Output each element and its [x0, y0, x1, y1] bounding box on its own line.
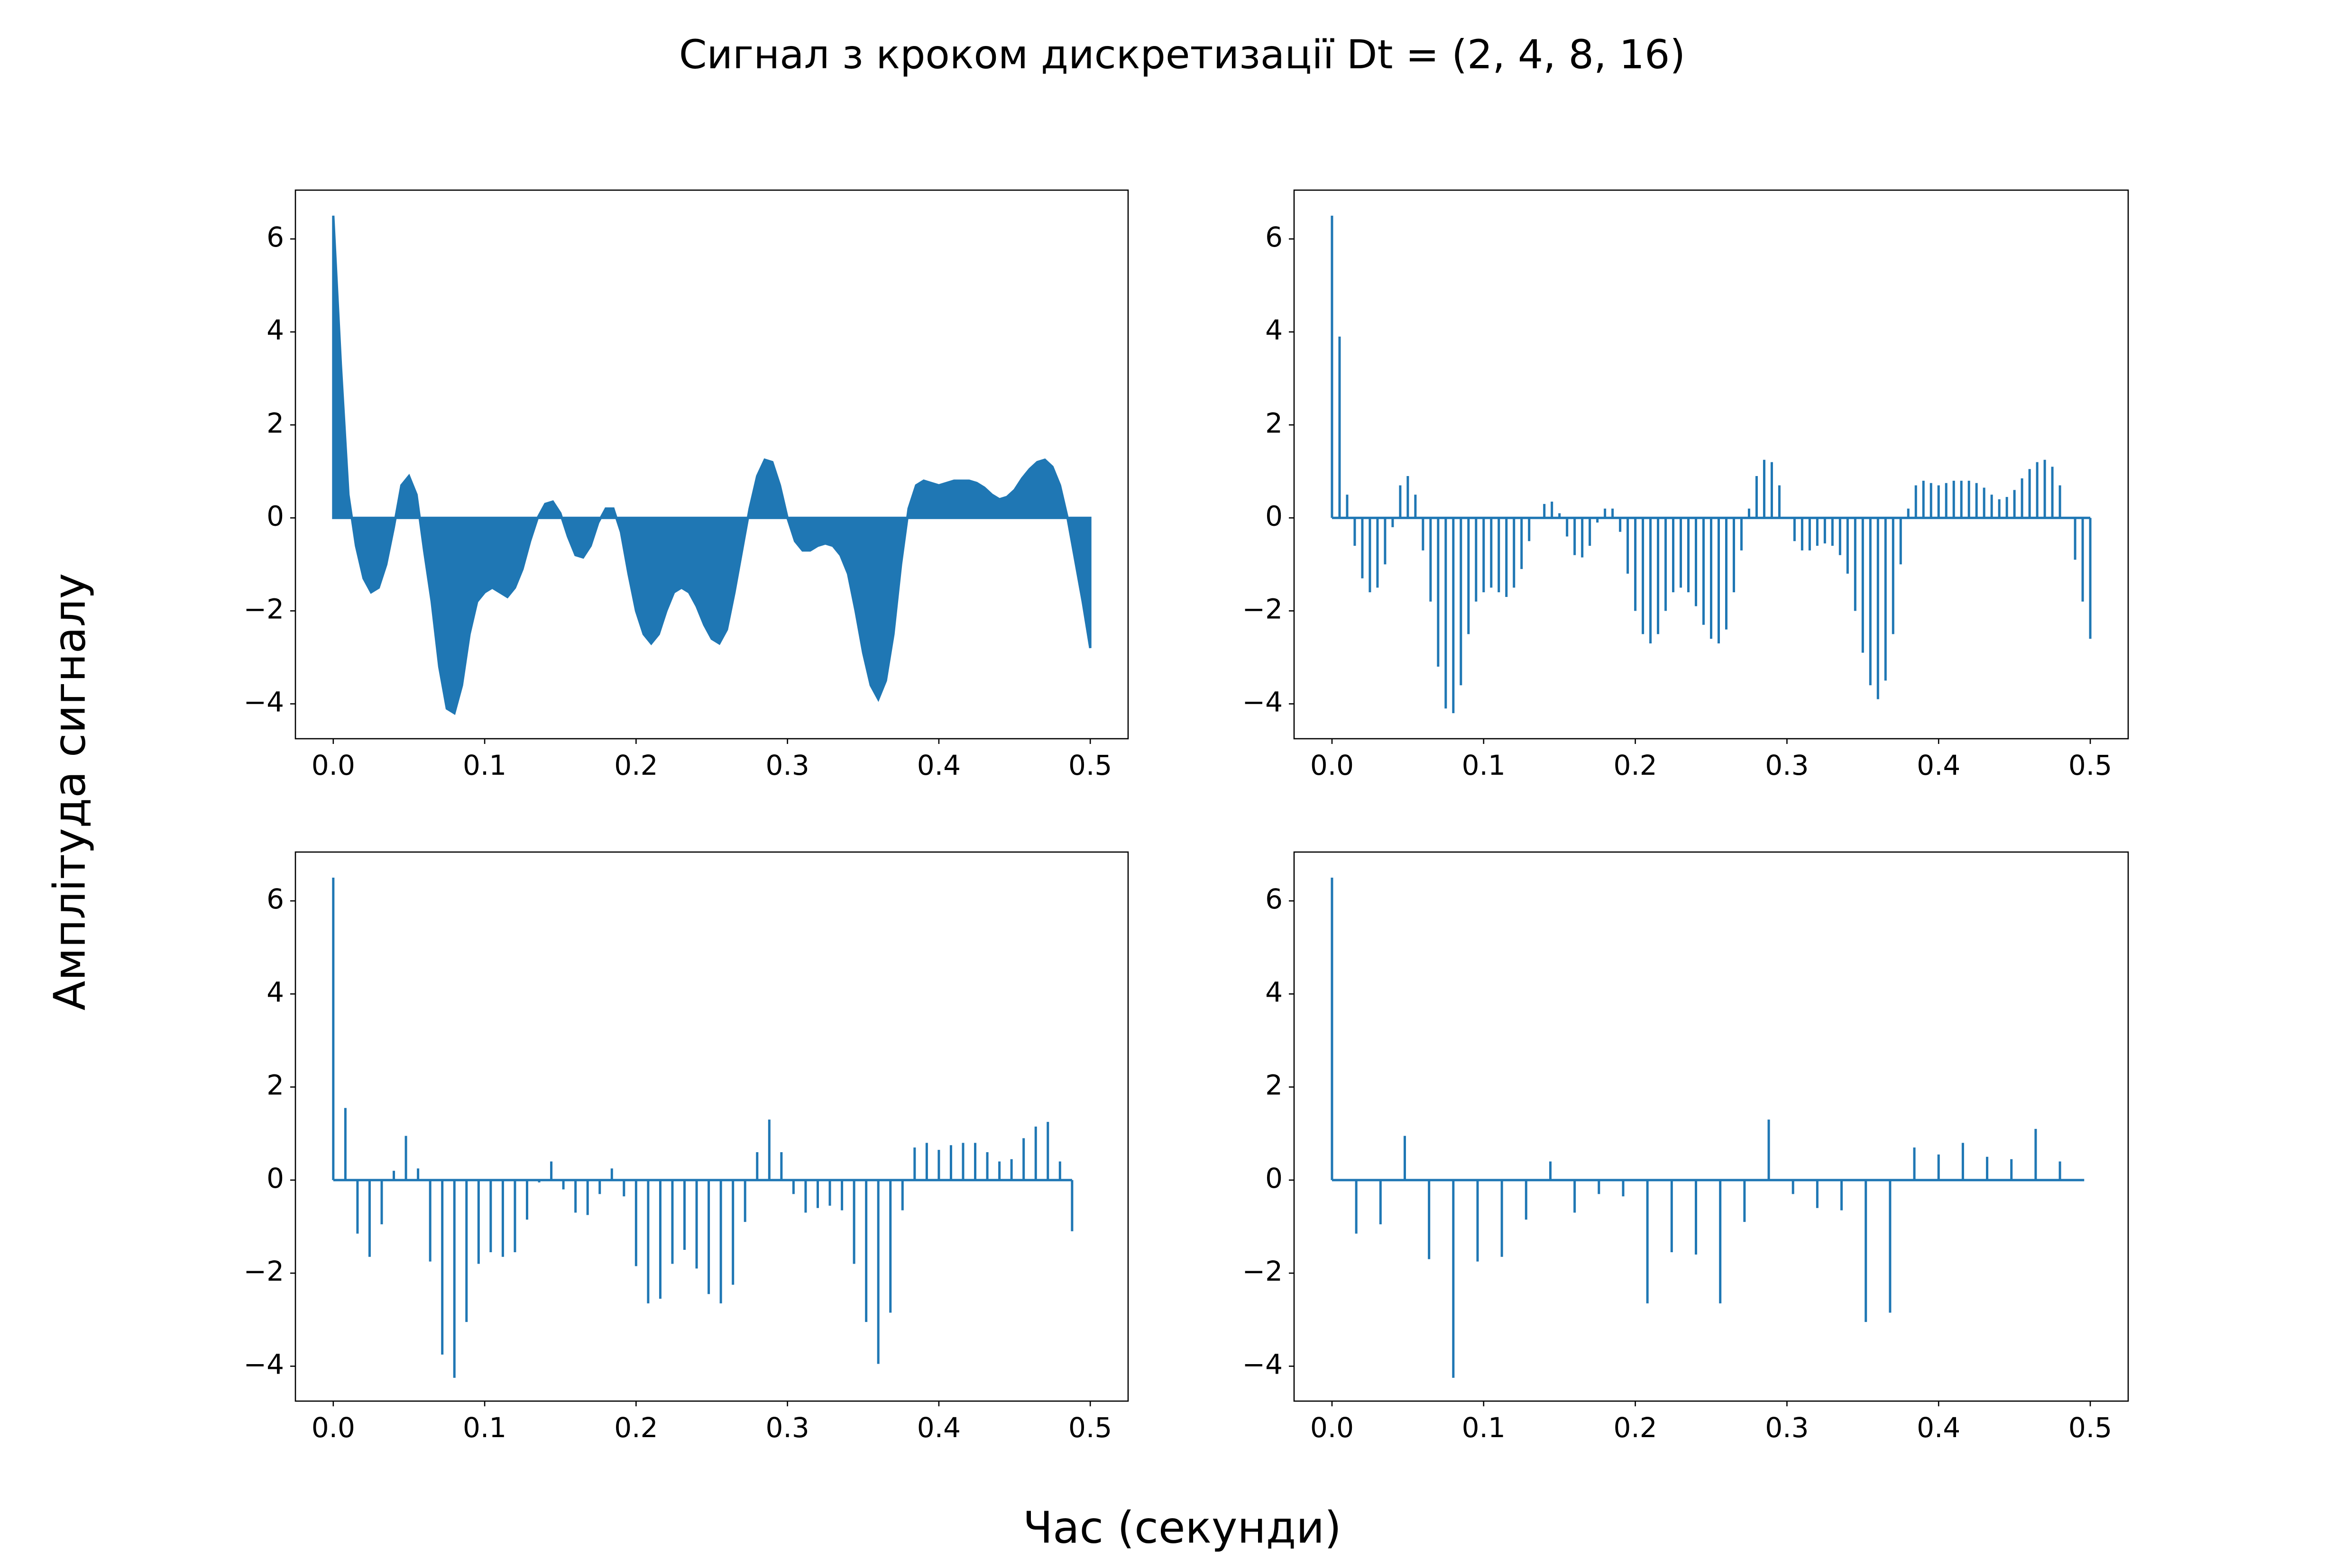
x-tick-label: 0.5: [2068, 1412, 2112, 1444]
y-tick-label: 2: [1265, 1069, 1283, 1101]
y-tick-label: 4: [266, 314, 284, 346]
axes-frame: [1293, 851, 2129, 1402]
y-tick-label: 0: [1265, 500, 1283, 532]
figure-title: Сигнал з кроком дискретизації Dt = (2, 4…: [679, 31, 1685, 78]
x-tick-label: 0.0: [1310, 1412, 1354, 1444]
x-tick-label: 0.0: [312, 749, 355, 781]
x-tick-label: 0.3: [766, 1412, 809, 1444]
x-tick-label: 0.1: [463, 1412, 506, 1444]
y-tick-label: 6: [266, 221, 284, 253]
x-tick-label: 0.3: [1765, 1412, 1809, 1444]
y-tick-label: 0: [1265, 1162, 1283, 1194]
y-tick-label: 0: [266, 1162, 284, 1194]
x-tick-label: 0.1: [463, 749, 506, 781]
y-tick-label: 6: [1265, 883, 1283, 915]
x-tick-label: 0.3: [1765, 749, 1809, 781]
subplot: 0.0 0.1 0.2 0.3 0.4 0.5 −4 −2 0 2 4 6: [244, 189, 1129, 781]
y-tick-label: −2: [1242, 1255, 1283, 1287]
signal-area: [332, 215, 1092, 715]
subplot: 0.0 0.1 0.2 0.3 0.4 0.5 −4 −2 0 2 4 6: [1242, 851, 2129, 1444]
x-tick-label: 0.1: [1462, 749, 1506, 781]
x-tick-label: 0.5: [2068, 749, 2112, 781]
x-tick-label: 0.4: [1917, 1412, 1960, 1444]
y-axis-label: Амплітуда сигналу: [44, 573, 95, 1011]
x-tick-label: 0.4: [917, 749, 961, 781]
subplot: 0.0 0.1 0.2 0.3 0.4 0.5 −4 −2 0 2 4 6: [1242, 189, 2129, 781]
y-tick-label: −4: [244, 686, 285, 718]
y-tick-label: 4: [1265, 314, 1283, 346]
y-tick-label: −4: [244, 1348, 285, 1381]
y-tick-label: −4: [1242, 686, 1283, 718]
y-tick-label: −4: [1242, 1348, 1283, 1381]
x-tick-label: 0.0: [1310, 749, 1354, 781]
subplot: 0.0 0.1 0.2 0.3 0.4 0.5 −4 −2 0 2 4 6: [244, 851, 1129, 1444]
y-tick-label: 0: [266, 500, 284, 532]
x-tick-label: 0.4: [917, 1412, 961, 1444]
y-tick-label: 2: [266, 407, 284, 439]
x-tick-label: 0.1: [1462, 1412, 1506, 1444]
axes-frame: [294, 189, 1129, 740]
x-tick-label: 0.2: [614, 749, 658, 781]
x-tick-label: 0.2: [1613, 749, 1657, 781]
x-tick-label: 0.0: [312, 1412, 355, 1444]
axes-frame: [294, 851, 1129, 1402]
y-tick-label: 4: [1265, 976, 1283, 1008]
y-tick-label: −2: [244, 1255, 285, 1287]
x-tick-label: 0.4: [1917, 749, 1960, 781]
x-tick-label: 0.2: [614, 1412, 658, 1444]
y-tick-label: 6: [266, 883, 284, 915]
x-tick-label: 0.3: [766, 749, 809, 781]
x-axis-label: Час (секунди): [1023, 1502, 1341, 1553]
x-tick-label: 0.5: [1068, 749, 1112, 781]
y-tick-label: 6: [1265, 221, 1283, 253]
y-tick-label: 4: [266, 976, 284, 1008]
y-tick-label: 2: [266, 1069, 284, 1101]
x-tick-label: 0.2: [1613, 1412, 1657, 1444]
x-tick-label: 0.5: [1068, 1412, 1112, 1444]
axes-frame: [1293, 189, 2129, 740]
y-tick-label: −2: [1242, 593, 1283, 625]
y-tick-label: 2: [1265, 407, 1283, 439]
y-tick-label: −2: [244, 593, 285, 625]
